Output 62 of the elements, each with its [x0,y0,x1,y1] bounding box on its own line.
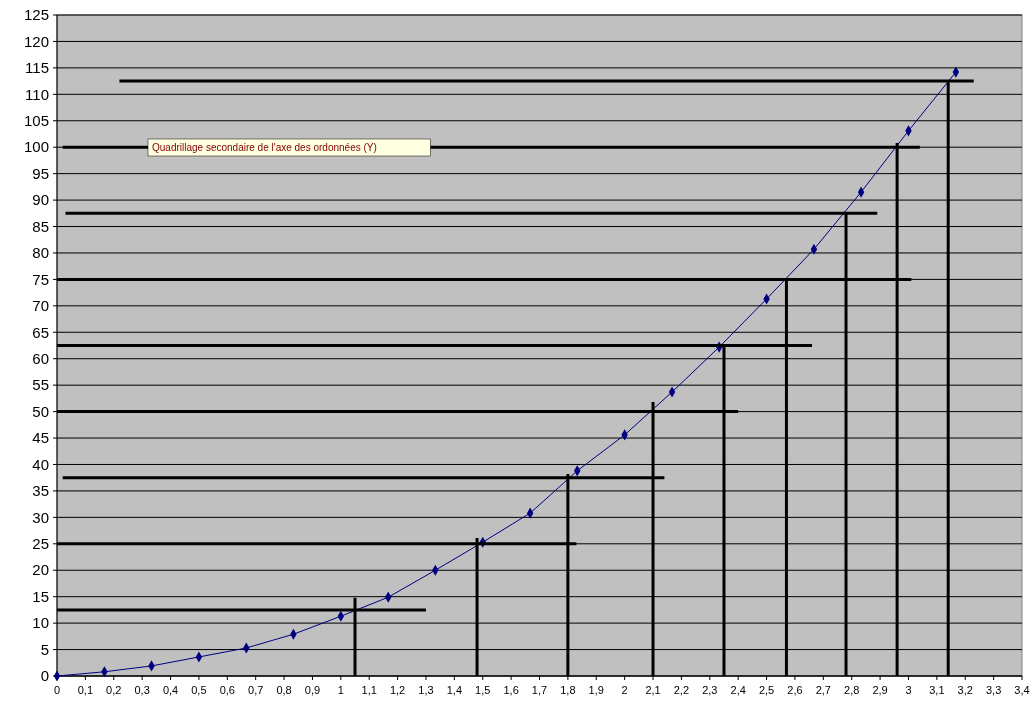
y-tick-label: 60 [32,349,49,367]
y-tick-label: 80 [32,244,49,262]
x-tick-label: 2,3 [702,684,718,696]
x-tick-label: 0,2 [106,684,122,696]
x-tick-label: 0,7 [248,684,264,696]
y-tick-label: 30 [32,508,49,526]
x-tick-label: 2,5 [758,684,775,696]
y-tick-label: 55 [32,376,49,394]
x-tick-label: 0,6 [219,684,235,696]
annotation: Quadrillage secondaire de l'axe des ordonnées (Y) [152,142,377,153]
y-tick-label: 65 [32,323,49,341]
y-tick-label: 85 [32,217,49,235]
y-tick-label: 75 [32,270,49,288]
y-tick-label: 95 [32,164,49,182]
x-tick-label: 3,2 [957,684,973,696]
y-tick-label: 0 [40,667,49,685]
x-tick-label: 0,5 [191,684,207,696]
x-tick-label: 2 [621,684,628,696]
x-tick-label: 0,9 [304,684,321,696]
x-tick-label: 2,7 [815,684,831,696]
x-tick-label: 1,2 [389,684,406,696]
y-tick-label: 50 [32,402,49,420]
x-tick-label: 2,9 [872,684,888,696]
x-tick-label: 1,3 [418,684,434,696]
y-tick-label: 90 [32,191,49,209]
y-tick-label: 15 [32,587,49,605]
y-tick-label: 120 [23,32,49,50]
x-tick-label: 2,2 [673,684,690,696]
x-tick-label: 0,1 [77,684,94,696]
x-tick-label: 1,8 [560,684,576,696]
y-tick-label: 105 [23,112,49,130]
x-tick-label: 0,8 [276,684,292,696]
x-tick-label: 3,3 [985,684,1002,696]
y-tick-label: 125 [23,6,49,24]
x-tick-label: 0,4 [162,684,179,696]
y-tick-label: 35 [32,482,49,500]
x-tick-label: 1,4 [446,684,462,696]
y-tick-label: 20 [32,561,49,579]
y-tick-label: 100 [23,138,49,156]
y-tick-label: 115 [25,59,49,77]
x-tick-label: 1,7 [531,684,548,696]
y-tick-label: 70 [32,297,49,315]
y-tick-label: 45 [32,429,49,447]
x-tick-label: 1,1 [361,684,377,696]
x-tick-label: 3,1 [929,684,945,696]
y-tick-label: 25 [32,535,49,553]
x-tick-label: 3,4 [1014,684,1030,696]
x-tick-label: 3 [905,684,912,696]
y-tick-label: 5 [40,640,49,658]
y-tick-label: 10 [32,614,49,632]
x-tick-label: 2,6 [787,684,803,696]
y-tick-label: 40 [32,455,49,473]
x-tick-label: 0 [53,684,61,696]
x-tick-label: 1,6 [503,684,519,696]
x-tick-label: 1,5 [475,684,491,696]
x-tick-label: 1,9 [588,684,604,696]
x-tick-label: 0,3 [134,684,150,696]
x-tick-label: 2,4 [730,684,746,696]
x-tick-label: 2,1 [645,684,661,696]
x-tick-label: 2,8 [844,684,860,696]
x-tick-label: 1 [337,684,344,696]
y-tick-label: 110 [25,85,49,103]
